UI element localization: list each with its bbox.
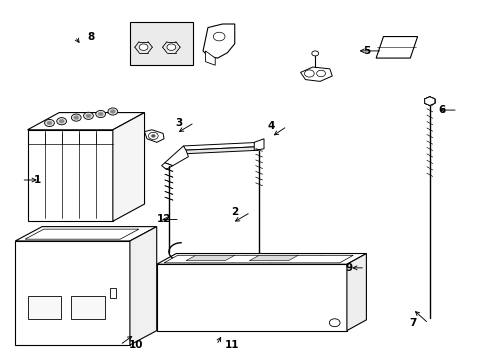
Text: 3: 3 bbox=[175, 118, 182, 128]
Text: 9: 9 bbox=[345, 263, 352, 273]
Polygon shape bbox=[161, 146, 188, 169]
Circle shape bbox=[59, 120, 64, 123]
Text: 5: 5 bbox=[362, 46, 369, 56]
Circle shape bbox=[74, 116, 79, 120]
Circle shape bbox=[148, 132, 158, 139]
Polygon shape bbox=[249, 255, 298, 261]
Circle shape bbox=[213, 32, 224, 41]
Polygon shape bbox=[157, 253, 366, 264]
Circle shape bbox=[139, 44, 148, 50]
Polygon shape bbox=[185, 255, 234, 261]
Text: 12: 12 bbox=[157, 215, 171, 224]
Circle shape bbox=[71, 114, 81, 121]
Text: 11: 11 bbox=[224, 340, 239, 350]
Circle shape bbox=[98, 112, 103, 116]
Circle shape bbox=[329, 319, 339, 327]
Circle shape bbox=[44, 120, 54, 127]
Polygon shape bbox=[15, 241, 130, 345]
Polygon shape bbox=[203, 24, 234, 58]
Polygon shape bbox=[144, 130, 163, 142]
Text: 2: 2 bbox=[231, 207, 238, 217]
Circle shape bbox=[83, 112, 93, 120]
Text: 6: 6 bbox=[437, 105, 445, 115]
Circle shape bbox=[57, 118, 66, 125]
Polygon shape bbox=[27, 130, 113, 221]
Polygon shape bbox=[205, 51, 215, 65]
Text: 10: 10 bbox=[128, 340, 142, 350]
Polygon shape bbox=[424, 97, 434, 105]
Polygon shape bbox=[157, 264, 346, 330]
Circle shape bbox=[47, 121, 52, 125]
Circle shape bbox=[304, 70, 314, 77]
Polygon shape bbox=[183, 142, 259, 150]
Polygon shape bbox=[25, 229, 139, 239]
Polygon shape bbox=[250, 253, 269, 277]
Circle shape bbox=[151, 134, 155, 137]
Polygon shape bbox=[424, 97, 434, 105]
Bar bbox=[71, 296, 104, 319]
Polygon shape bbox=[424, 97, 434, 105]
Polygon shape bbox=[15, 226, 157, 241]
Bar bbox=[27, 296, 61, 319]
Circle shape bbox=[166, 44, 175, 50]
Polygon shape bbox=[163, 255, 352, 263]
Bar bbox=[130, 22, 193, 65]
Polygon shape bbox=[424, 97, 434, 105]
Polygon shape bbox=[300, 67, 331, 81]
Text: 1: 1 bbox=[34, 175, 41, 185]
Polygon shape bbox=[346, 253, 366, 330]
Polygon shape bbox=[113, 113, 144, 221]
Circle shape bbox=[108, 108, 118, 115]
Polygon shape bbox=[183, 147, 259, 154]
Polygon shape bbox=[27, 113, 144, 130]
Polygon shape bbox=[375, 37, 417, 58]
Polygon shape bbox=[254, 139, 264, 150]
Circle shape bbox=[86, 114, 91, 118]
Text: 4: 4 bbox=[267, 121, 274, 131]
Bar bbox=[110, 288, 116, 298]
Polygon shape bbox=[130, 226, 157, 345]
Text: 7: 7 bbox=[408, 319, 416, 328]
Polygon shape bbox=[424, 97, 434, 105]
Circle shape bbox=[311, 51, 318, 56]
Circle shape bbox=[316, 70, 325, 77]
Polygon shape bbox=[424, 97, 434, 105]
Circle shape bbox=[96, 111, 105, 118]
Circle shape bbox=[110, 110, 115, 113]
Text: 8: 8 bbox=[87, 32, 94, 41]
